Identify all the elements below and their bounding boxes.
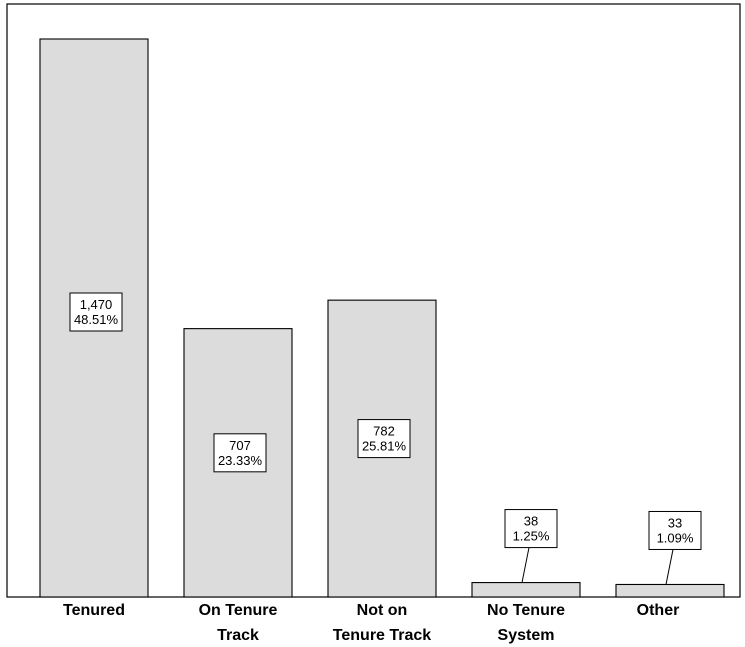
x-tick-label-2-line-1: Tenure Track [333,627,432,644]
data-label-count-3: 38 [524,514,538,529]
data-label-count-1: 707 [229,438,251,453]
data-label-box-2 [357,419,411,459]
x-tick-label-1-line-1: Track [217,627,259,644]
data-label-percent-2: 25.81% [362,439,407,454]
data-label-count-2: 782 [373,424,395,439]
data-label-box-3 [504,509,558,549]
x-tick-label-2-line-0: Not on [357,602,408,619]
data-label-percent-0: 48.51% [74,312,119,327]
bar-3 [471,582,581,598]
data-label-percent-4: 1.09% [657,530,694,545]
x-tick-label-4-line-0: Other [637,602,680,619]
bar-4 [615,583,725,598]
data-label-count-0: 1,470 [80,297,113,312]
data-label-box-0 [69,292,123,332]
data-label-box-4 [648,510,702,550]
x-tick-label-3-line-1: System [498,627,555,644]
x-tick-label-0-line-0: Tenured [63,602,125,619]
x-tick-labels-group: Tenured On Tenure Track Not on Tenure Track N… [63,602,679,644]
x-tick-label-3-line-0: No Tenure [487,602,565,619]
data-label-leader-4 [665,549,674,585]
data-label-box-1 [213,433,267,473]
data-label-leader-3 [521,547,530,583]
x-tick-label-1-line-0: On Tenure [199,602,278,619]
data-label-count-4: 33 [668,515,682,530]
data-label-percent-1: 23.33% [218,453,263,468]
data-label-percent-3: 1.25% [513,529,550,544]
